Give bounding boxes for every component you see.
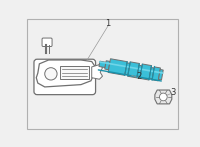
Circle shape [45, 68, 57, 80]
Polygon shape [125, 63, 130, 75]
Polygon shape [149, 67, 154, 79]
Polygon shape [128, 62, 139, 78]
Polygon shape [152, 67, 160, 81]
Polygon shape [158, 70, 163, 80]
Polygon shape [155, 90, 172, 104]
Polygon shape [137, 65, 142, 76]
Polygon shape [36, 60, 95, 87]
Text: 1: 1 [105, 19, 111, 28]
FancyBboxPatch shape [42, 38, 52, 46]
Circle shape [159, 93, 167, 101]
FancyBboxPatch shape [34, 59, 96, 95]
Polygon shape [105, 61, 110, 70]
Text: 2: 2 [137, 72, 142, 81]
Text: 3: 3 [170, 88, 175, 97]
Polygon shape [108, 59, 127, 75]
Polygon shape [99, 61, 106, 68]
Polygon shape [92, 65, 103, 79]
Polygon shape [60, 66, 89, 79]
Polygon shape [140, 64, 151, 80]
